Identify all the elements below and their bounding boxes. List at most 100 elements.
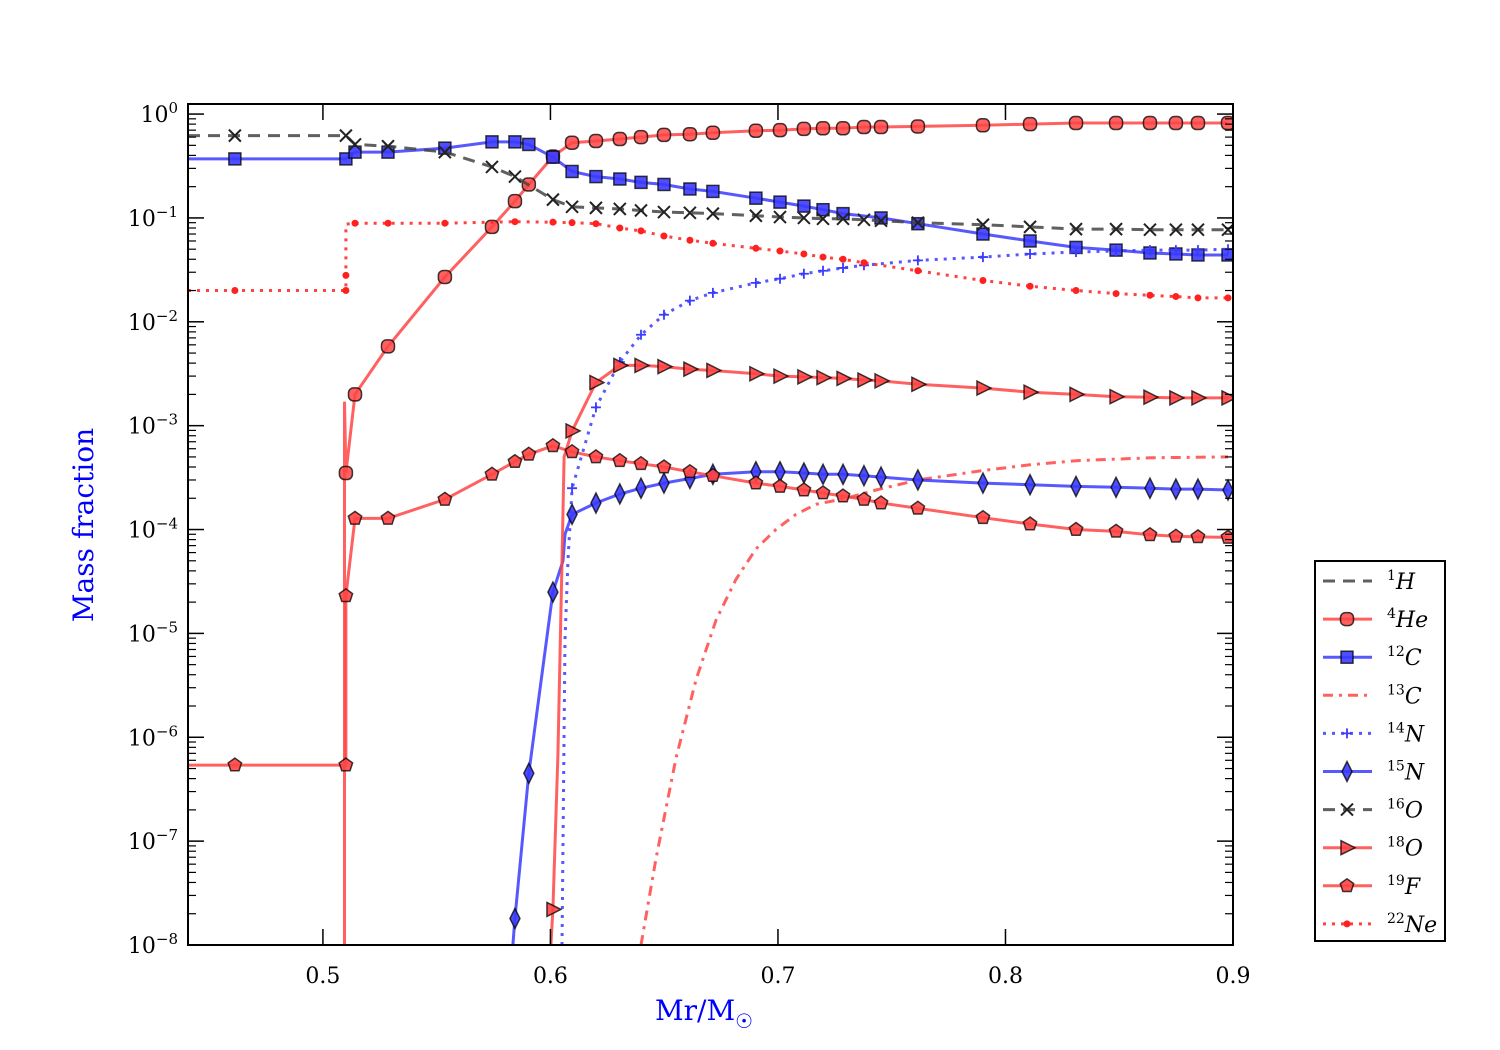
y-tick-label: 100 bbox=[140, 99, 178, 128]
data-point-15N bbox=[522, 761, 535, 785]
data-point-14N bbox=[818, 265, 829, 276]
data-point-18O bbox=[589, 374, 606, 391]
legend-entry-18O: 18O bbox=[1323, 835, 1423, 862]
legend-entry-14N: 14N bbox=[1323, 720, 1425, 747]
data-point-4He bbox=[633, 129, 649, 145]
data-point-12C bbox=[613, 172, 627, 186]
data-point-12C bbox=[749, 191, 763, 205]
legend-label: 22Ne bbox=[1387, 911, 1437, 938]
data-point-22Ne bbox=[776, 247, 784, 255]
data-point-4He bbox=[1142, 115, 1158, 131]
legend: 1H 4He 12C 13C 14N 15N 16O 18O 19F 22Ne bbox=[1314, 560, 1446, 942]
legend-label: 4He bbox=[1387, 606, 1428, 633]
data-point-15N bbox=[837, 462, 849, 487]
data-point-16O bbox=[485, 160, 499, 174]
series-16O bbox=[188, 128, 1233, 237]
data-point-12C bbox=[634, 175, 648, 190]
data-point-15N bbox=[590, 491, 602, 515]
data-point-19F bbox=[227, 757, 243, 772]
data-point-22Ne bbox=[342, 287, 350, 295]
data-point-18O bbox=[773, 367, 790, 385]
data-point-4He bbox=[1220, 115, 1233, 131]
data-point-16O bbox=[976, 218, 990, 232]
data-point-14N bbox=[838, 262, 849, 273]
data-point-12C bbox=[508, 135, 522, 149]
data-point-15N bbox=[912, 468, 924, 492]
data-point-19F bbox=[545, 437, 561, 453]
data-point-18O bbox=[836, 370, 853, 387]
data-point-4He bbox=[705, 125, 721, 141]
data-point-4He bbox=[772, 122, 788, 138]
legend-label: 13C bbox=[1387, 682, 1422, 709]
data-point-4He bbox=[682, 126, 698, 142]
data-point-14N bbox=[658, 309, 669, 320]
data-point-18O bbox=[816, 369, 833, 386]
data-point-19F bbox=[437, 491, 453, 506]
data-point-12C bbox=[683, 182, 697, 196]
data-point-18O bbox=[797, 368, 814, 386]
legend-label: 15N bbox=[1387, 759, 1425, 786]
data-point-15N bbox=[1024, 473, 1036, 497]
series-18O bbox=[546, 357, 1233, 945]
data-point-14N bbox=[977, 252, 988, 263]
legend-entry-22Ne: 22Ne bbox=[1323, 911, 1437, 938]
data-point-19F bbox=[484, 466, 500, 481]
data-point-12C bbox=[976, 227, 990, 241]
data-point-22Ne bbox=[839, 255, 847, 263]
data-point-22Ne bbox=[616, 224, 624, 232]
data-point-15N bbox=[1070, 474, 1082, 499]
data-point-22Ne bbox=[351, 219, 359, 227]
data-point-4He bbox=[835, 121, 851, 136]
data-point-4He bbox=[910, 119, 926, 134]
data-point-19F bbox=[835, 488, 851, 503]
data-point-15N bbox=[817, 462, 829, 487]
legend-entry-13C: 13C bbox=[1323, 682, 1422, 709]
legend-label: 14N bbox=[1387, 720, 1425, 747]
series-layer bbox=[188, 115, 1233, 945]
data-point-12C bbox=[589, 169, 603, 184]
data-point-14N bbox=[567, 483, 578, 494]
data-point-19F bbox=[856, 491, 872, 506]
axes-layer: 0.5 0.6 0.7 0.8 0.9 100 10−1 10−2 10−3 10−4 10−5 10… bbox=[128, 99, 1251, 989]
data-point-16O bbox=[634, 203, 648, 218]
data-point-19F bbox=[1022, 516, 1038, 531]
data-point-4He bbox=[347, 387, 363, 402]
data-point-14N bbox=[750, 277, 761, 288]
data-point-15N bbox=[566, 502, 578, 527]
data-point-4He bbox=[856, 119, 872, 135]
data-point-4He bbox=[656, 127, 672, 143]
data-point-4He bbox=[1168, 115, 1184, 131]
data-point-19F bbox=[873, 495, 889, 510]
data-point-12C bbox=[348, 145, 362, 159]
data-point-4He bbox=[1022, 116, 1038, 132]
data-point-16O bbox=[1169, 223, 1183, 237]
data-point-16O bbox=[773, 210, 787, 224]
data-point-16O bbox=[1069, 222, 1083, 236]
data-point-4He bbox=[796, 121, 812, 137]
data-point-18O bbox=[657, 358, 674, 375]
data-point-4He bbox=[1190, 115, 1206, 131]
data-point-16O bbox=[857, 213, 871, 227]
x-tick-label: 0.6 bbox=[533, 964, 568, 989]
data-point-4He bbox=[975, 118, 991, 133]
series-line-13C bbox=[639, 455, 1229, 945]
data-point-22Ne bbox=[1026, 282, 1034, 290]
data-point-19F bbox=[1108, 523, 1124, 538]
series-13C bbox=[639, 455, 1229, 945]
series-12C bbox=[188, 135, 1233, 262]
data-point-14N bbox=[635, 329, 646, 340]
data-point-22Ne bbox=[709, 239, 717, 247]
series-line-15N bbox=[511, 470, 1229, 945]
data-point-19F bbox=[910, 500, 926, 515]
data-point-15N bbox=[798, 461, 810, 485]
legend-label: 18O bbox=[1387, 835, 1423, 862]
data-point-18O bbox=[613, 357, 630, 374]
y-tick-label: 10−1 bbox=[128, 203, 178, 232]
data-point-19F bbox=[564, 443, 580, 459]
data-point-14N bbox=[775, 273, 786, 284]
legend-marker-triangle bbox=[1340, 839, 1357, 856]
data-point-4He bbox=[507, 193, 523, 209]
series-line-14N bbox=[560, 247, 1229, 945]
data-point-16O bbox=[589, 201, 603, 215]
data-point-18O bbox=[857, 371, 874, 389]
